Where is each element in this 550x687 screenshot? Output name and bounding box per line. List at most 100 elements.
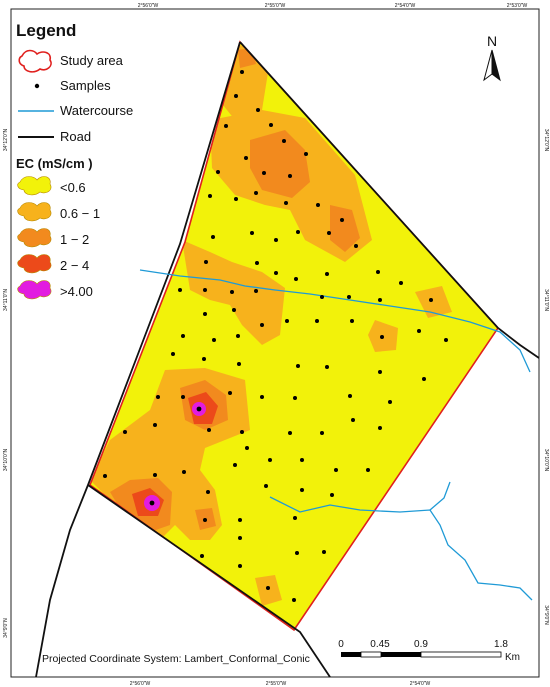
sample-point	[327, 231, 331, 235]
sample-point	[260, 395, 264, 399]
scale-segment	[420, 651, 502, 658]
sample-point	[254, 191, 258, 195]
watercourses	[139, 269, 533, 601]
legend-title: Legend	[16, 21, 76, 40]
sample-point	[388, 400, 392, 404]
sample-point	[264, 484, 268, 488]
sample-point	[153, 473, 157, 477]
sample-point	[295, 551, 299, 555]
sample-point	[293, 516, 297, 520]
sample-point	[149, 500, 155, 506]
ec-legend-title: EC (mS/cm )	[16, 156, 93, 171]
sample-point	[228, 391, 232, 395]
legend-item-label: Road	[60, 129, 91, 144]
ec-class-swatch	[17, 280, 52, 300]
sample-point	[444, 338, 448, 342]
sample-point	[204, 260, 208, 264]
watercourse-south	[269, 496, 533, 601]
legend-item-label: Study area	[60, 53, 124, 68]
sample-point	[378, 298, 382, 302]
sample-point	[254, 289, 258, 293]
sample-point	[244, 156, 248, 160]
scale-label: 0	[338, 639, 344, 650]
sample-point	[292, 598, 296, 602]
ec-class-swatch	[17, 254, 52, 274]
sample-point	[232, 308, 236, 312]
sample-point	[366, 468, 370, 472]
scale-bar: 0 0.45 0.9 1.8 Km	[338, 639, 520, 663]
scale-segment	[381, 652, 421, 657]
sample-point	[354, 244, 358, 248]
sample-point	[200, 554, 204, 558]
sample-point	[268, 458, 272, 462]
ec-class-swatch	[17, 228, 52, 248]
sample-point	[378, 426, 382, 430]
sample-point	[417, 329, 421, 333]
sample-point	[181, 334, 185, 338]
ec-class-label: <0.6	[60, 180, 86, 195]
ec-class-label: 2 − 4	[60, 258, 89, 273]
sample-point	[284, 201, 288, 205]
top-tick-label: 2°53'0"W	[507, 3, 528, 9]
road-northeast	[239, 41, 540, 359]
sample-point	[233, 463, 237, 467]
sample-point	[216, 170, 220, 174]
sample-point	[181, 395, 185, 399]
sample-point	[296, 364, 300, 368]
sample-point	[320, 295, 324, 299]
bottom-tick-label: 2°56'0"W	[130, 681, 151, 687]
sample-point	[334, 468, 338, 472]
sample-point	[238, 564, 242, 568]
left-tick-label: 34°12'0"N	[3, 128, 9, 151]
ec-class-swatch	[17, 202, 52, 222]
sample-point	[230, 290, 234, 294]
sample-point	[207, 428, 211, 432]
sample-point	[202, 357, 206, 361]
ec-class-label: 0.6 − 1	[60, 206, 100, 221]
sample-point	[236, 334, 240, 338]
sample-point	[347, 295, 351, 299]
road-west	[35, 41, 241, 678]
right-tick-label: 34°9'0"N	[543, 605, 549, 625]
right-tick-label: 34°12'0"N	[543, 129, 549, 152]
projection-note: Projected Coordinate System: Lambert_Con…	[42, 653, 310, 665]
sample-point	[211, 235, 215, 239]
sample-point	[269, 123, 273, 127]
north-arrow-left-icon	[483, 49, 493, 82]
sample-point	[240, 70, 244, 74]
sample-point	[325, 272, 329, 276]
sample-point	[266, 586, 270, 590]
road-south	[87, 484, 331, 678]
sample-point	[256, 108, 260, 112]
sample-point	[294, 277, 298, 281]
sample-point	[288, 174, 292, 178]
watercourse-south-branch	[429, 481, 451, 511]
sample-point	[178, 288, 182, 292]
sample-point	[376, 270, 380, 274]
sample-point	[293, 396, 297, 400]
bottom-tick-label: 2°55'0"W	[266, 681, 287, 687]
sample-point	[378, 370, 382, 374]
sample-points	[103, 70, 448, 602]
sample-point	[196, 406, 202, 412]
sample-point	[316, 203, 320, 207]
legend: Legend Study area Samples Watercourse Ro…	[16, 21, 133, 300]
ec-class-label: >4.00	[60, 284, 93, 299]
ec-class-swatch	[17, 176, 52, 196]
left-tick-label: 34°10'0"N	[3, 448, 9, 471]
sample-point	[153, 423, 157, 427]
sample-point	[380, 335, 384, 339]
sample-point	[245, 446, 249, 450]
top-tick-label: 2°55'0"W	[265, 3, 286, 9]
sample-point	[212, 338, 216, 342]
sample-point	[208, 194, 212, 198]
sample-point	[260, 323, 264, 327]
scale-unit: Km	[505, 652, 520, 663]
sample-point	[203, 312, 207, 316]
sample-point	[282, 139, 286, 143]
right-tick-label: 34°11'0"N	[543, 289, 549, 311]
sample-point	[351, 418, 355, 422]
sample-symbol	[34, 83, 40, 89]
